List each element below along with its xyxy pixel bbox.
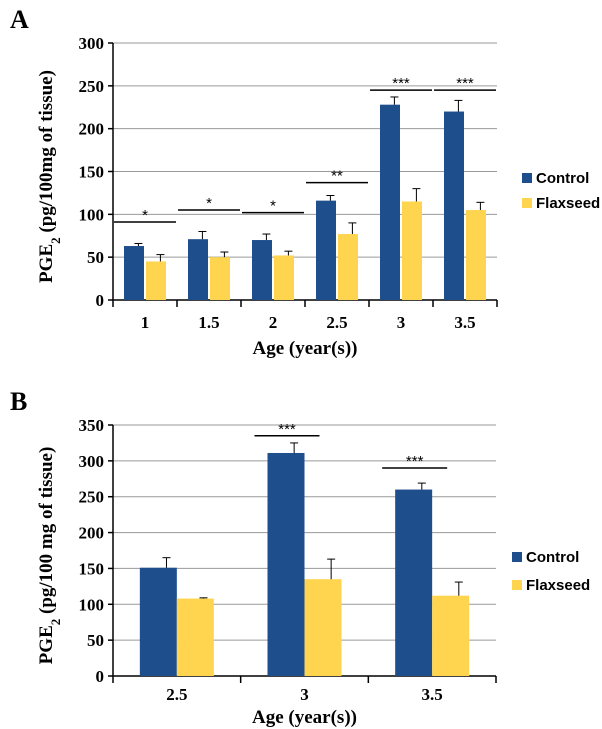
panel-label: A: [10, 5, 29, 34]
y-tick-label: 0: [96, 667, 105, 686]
bar-control-2: [252, 240, 272, 300]
y-tick-label: 200: [79, 524, 105, 543]
y-tick-label: 300: [79, 452, 105, 471]
bar-control-1.5: [188, 239, 208, 300]
significance-marker: **: [331, 168, 343, 185]
bar-control-3: [380, 104, 400, 301]
x-axis-title: Age (year(s)): [253, 338, 358, 359]
y-tick-label: 300: [79, 34, 105, 53]
legend-swatch-flaxseed: [522, 198, 532, 208]
bar-flaxseed-2.5: [338, 234, 358, 300]
y-tick-label: 250: [79, 488, 105, 507]
x-tick-label: 2.5: [326, 313, 347, 332]
bar-flaxseed-2: [274, 255, 294, 300]
bar-flaxseed-3: [402, 201, 422, 300]
x-tick-label: 2.5: [166, 685, 187, 704]
bar-flaxseed-3: [304, 579, 342, 676]
x-tick-label: 1: [141, 313, 150, 332]
legend-swatch-flaxseed: [512, 580, 522, 590]
bar-flaxseed-3.5: [432, 595, 470, 676]
significance-marker: ***: [406, 453, 424, 470]
bar-control-3.5: [395, 489, 433, 676]
y-tick-label: 150: [79, 559, 105, 578]
legend-swatch-control: [522, 173, 532, 183]
legend-label-control: Control: [526, 549, 579, 566]
y-axis-title: PGE2 (pg/100mg of tissue): [36, 70, 63, 283]
bar-flaxseed-2.5: [176, 598, 214, 676]
bar-control-3: [267, 452, 305, 676]
y-axis-title: PGE2 (pg/100 mg of tissue): [36, 447, 63, 665]
bar-control-2.5: [139, 567, 177, 676]
legend-label-flaxseed: Flaxseed: [536, 195, 600, 212]
bar-flaxseed-1: [146, 261, 166, 300]
x-tick-label: 3: [397, 313, 406, 332]
significance-marker: *: [270, 198, 276, 215]
bar-control-3.5: [444, 111, 464, 301]
x-tick-label: 3: [300, 685, 309, 704]
y-tick-label: 100: [79, 595, 105, 614]
bar-control-2.5: [316, 200, 336, 300]
legend-label-flaxseed: Flaxseed: [526, 577, 590, 594]
bar-flaxseed-3.5: [466, 210, 486, 300]
legend-swatch-control: [512, 552, 522, 562]
y-tick-label: 350: [79, 416, 105, 435]
y-tick-label: 100: [79, 205, 105, 224]
y-tick-label: 0: [96, 291, 105, 310]
significance-marker: *: [206, 195, 212, 212]
x-tick-label: 1.5: [198, 313, 219, 332]
x-axis-title: Age (year(s)): [252, 707, 357, 728]
legend-label-control: Control: [536, 170, 589, 187]
bar-control-1: [124, 246, 144, 300]
x-tick-label: 3.5: [454, 313, 475, 332]
x-tick-label: 2: [269, 313, 278, 332]
significance-marker: ***: [392, 75, 410, 92]
y-tick-label: 50: [87, 248, 104, 267]
y-tick-label: 200: [79, 120, 105, 139]
y-tick-label: 150: [79, 163, 105, 182]
y-tick-label: 50: [87, 631, 104, 650]
y-tick-label: 250: [79, 77, 105, 96]
bar-flaxseed-1.5: [210, 257, 230, 300]
x-tick-label: 3.5: [422, 685, 443, 704]
panel-label: B: [10, 387, 27, 416]
significance-marker: ***: [456, 75, 474, 92]
significance-marker: ***: [278, 421, 296, 438]
significance-marker: *: [142, 207, 148, 224]
